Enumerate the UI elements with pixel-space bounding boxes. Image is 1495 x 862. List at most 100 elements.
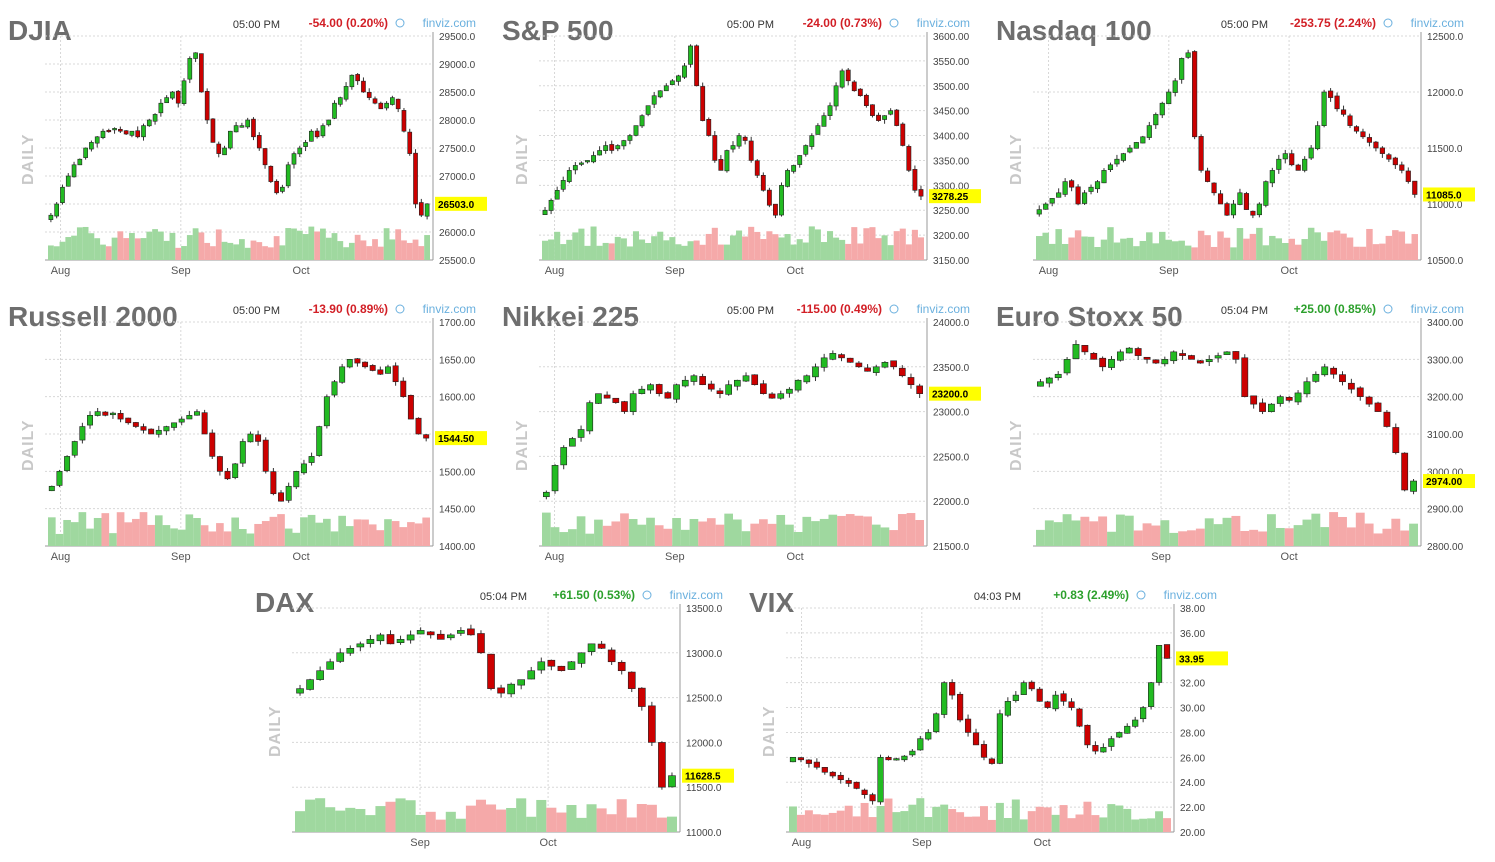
volume-bar bbox=[620, 513, 629, 546]
volume-bar bbox=[1055, 229, 1062, 260]
x-tick-label: Sep bbox=[1151, 551, 1171, 563]
candle-body bbox=[805, 759, 812, 764]
candle-body bbox=[1224, 203, 1230, 216]
volume-bar bbox=[361, 519, 369, 546]
volume-bar bbox=[1392, 230, 1399, 260]
candle-body bbox=[1334, 95, 1340, 110]
volume-bar bbox=[1327, 232, 1334, 260]
candle-body bbox=[209, 432, 216, 457]
volume-bar bbox=[1249, 529, 1259, 546]
candle-body bbox=[100, 130, 106, 138]
candle-body bbox=[676, 75, 681, 82]
candle-body bbox=[838, 354, 845, 359]
candle-body bbox=[1116, 732, 1123, 738]
volume-bar bbox=[1061, 243, 1069, 260]
candle-body bbox=[1146, 125, 1152, 138]
candle-body bbox=[633, 125, 639, 136]
volume-bar bbox=[586, 804, 597, 832]
candle-body bbox=[1399, 164, 1405, 171]
volume-bar bbox=[1155, 811, 1164, 832]
volume-bar bbox=[819, 518, 829, 546]
volume-bar bbox=[796, 814, 805, 832]
candle-body bbox=[794, 379, 802, 391]
finviz-link[interactable]: finviz.com bbox=[1411, 16, 1464, 30]
candle-body bbox=[1120, 153, 1126, 161]
candle-body bbox=[647, 384, 654, 391]
volume-bar bbox=[1275, 527, 1285, 546]
chart-time: 05:00 PM bbox=[727, 19, 774, 31]
volume-bar bbox=[1036, 236, 1043, 260]
candle-body bbox=[1315, 125, 1321, 150]
candle-body bbox=[224, 470, 231, 480]
volume-bar bbox=[608, 243, 615, 260]
candle-body bbox=[178, 418, 185, 423]
candle-body bbox=[1192, 51, 1198, 138]
volume-bar bbox=[876, 805, 885, 832]
candle-body bbox=[1143, 356, 1151, 360]
candle-body bbox=[754, 160, 760, 176]
volume-bar bbox=[905, 244, 912, 260]
volume-bar bbox=[302, 234, 309, 260]
volume-bar bbox=[134, 238, 141, 260]
volume-bar bbox=[616, 799, 627, 832]
volume-bar bbox=[111, 237, 118, 260]
candle-body bbox=[1133, 142, 1139, 149]
volume-bar bbox=[767, 523, 777, 546]
candle-body bbox=[845, 69, 851, 82]
volume-bar bbox=[193, 518, 201, 546]
finviz-link[interactable]: finviz.com bbox=[917, 302, 970, 316]
volume-bar bbox=[1329, 512, 1339, 546]
y-tick-label: 3300.00 bbox=[1427, 355, 1464, 366]
volume-bar bbox=[227, 242, 234, 260]
candle-body bbox=[742, 375, 750, 382]
volume-bar bbox=[1089, 521, 1099, 546]
volume-bar bbox=[1169, 532, 1179, 546]
candle-body bbox=[845, 780, 852, 784]
candle-body bbox=[377, 369, 384, 375]
candle-body bbox=[587, 643, 596, 652]
volume-bar bbox=[353, 519, 362, 546]
volume-bar bbox=[395, 798, 406, 832]
candle-body bbox=[1237, 192, 1243, 205]
finviz-link[interactable]: finviz.com bbox=[670, 588, 723, 602]
last-price-marker bbox=[682, 768, 734, 783]
volume-bar bbox=[383, 228, 390, 260]
finviz-link[interactable]: finviz.com bbox=[1164, 588, 1217, 602]
candle-body bbox=[1217, 193, 1224, 205]
volume-bar bbox=[741, 531, 751, 546]
volume-bar bbox=[325, 807, 336, 832]
volume-bar bbox=[576, 817, 587, 832]
volume-bar bbox=[1053, 522, 1063, 546]
volume-bar bbox=[305, 799, 316, 832]
volume-bar bbox=[1035, 806, 1044, 832]
y-tick-label: 22.00 bbox=[1180, 803, 1205, 814]
volume-bar bbox=[863, 228, 870, 260]
y-tick-label: 13000.0 bbox=[686, 649, 723, 660]
volume-bar bbox=[48, 517, 56, 546]
candle-body bbox=[638, 388, 646, 394]
volume-bar bbox=[778, 237, 785, 260]
candle-body bbox=[1072, 344, 1080, 359]
candle-body bbox=[901, 755, 908, 761]
volume-bar bbox=[1301, 239, 1308, 260]
volume-bar bbox=[129, 233, 135, 260]
y-tick-label: 11500.0 bbox=[686, 783, 722, 794]
volume-bar bbox=[646, 804, 657, 832]
candle-body bbox=[256, 135, 262, 149]
last-price-label: 3278.25 bbox=[932, 192, 969, 203]
volume-bar bbox=[375, 806, 386, 832]
finviz-link[interactable]: finviz.com bbox=[423, 302, 476, 316]
finviz-link[interactable]: finviz.com bbox=[423, 16, 476, 30]
volume-bar bbox=[980, 806, 988, 832]
volume-bar bbox=[632, 231, 640, 260]
candle-body bbox=[1028, 681, 1035, 690]
candle-body bbox=[285, 164, 291, 187]
finviz-link[interactable]: finviz.com bbox=[1411, 302, 1464, 316]
x-tick-label: Sep bbox=[171, 265, 191, 277]
volume-bar bbox=[331, 233, 338, 260]
volume-bar bbox=[65, 237, 72, 260]
candle-body bbox=[615, 145, 621, 150]
volume-bar bbox=[422, 517, 430, 546]
volume-bar bbox=[185, 514, 194, 546]
finviz-link[interactable]: finviz.com bbox=[917, 16, 970, 30]
